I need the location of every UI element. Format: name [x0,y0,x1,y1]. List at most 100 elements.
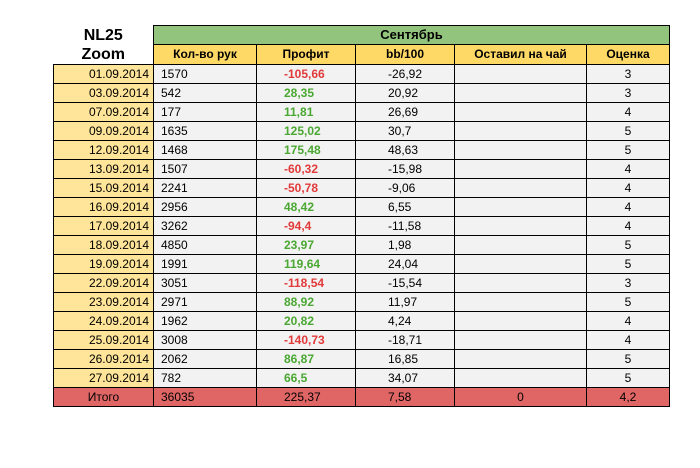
date-cell[interactable]: 26.09.2014 [53,348,154,369]
bb100-cell[interactable]: 34,07 [355,367,455,388]
grade-cell[interactable]: 3 [586,272,670,293]
col-header-tip[interactable]: Оставил на чай [454,44,587,65]
grade-cell[interactable]: 5 [586,139,670,160]
tip-cell[interactable] [454,177,587,198]
hands-cell[interactable]: 1468 [153,139,257,160]
date-cell[interactable]: 23.09.2014 [53,291,154,312]
bb100-cell[interactable]: -15,98 [355,158,455,179]
hands-cell[interactable]: 1507 [153,158,257,179]
date-cell[interactable]: 12.09.2014 [53,139,154,160]
bb100-cell[interactable]: 4,24 [355,310,455,331]
tip-cell[interactable] [454,139,587,160]
tip-cell[interactable] [454,215,587,236]
grade-cell[interactable]: 5 [586,120,670,141]
grade-cell[interactable]: 5 [586,367,670,388]
profit-cell[interactable]: 28,35 [256,82,356,103]
bb100-cell[interactable]: 24,04 [355,253,455,274]
total-grade-cell[interactable]: 4,2 [586,386,670,407]
date-cell[interactable]: 15.09.2014 [53,177,154,198]
col-header-hands[interactable]: Кол-во рук [153,44,257,65]
grade-cell[interactable]: 4 [586,158,670,179]
tip-cell[interactable] [454,82,587,103]
profit-cell[interactable]: 119,64 [256,253,356,274]
bb100-cell[interactable]: 11,97 [355,291,455,312]
grade-cell[interactable]: 3 [586,82,670,103]
total-label[interactable]: Итого [53,386,154,407]
profit-cell[interactable]: -94,4 [256,215,356,236]
bb100-cell[interactable]: 26,69 [355,101,455,122]
total-tip-cell[interactable]: 0 [454,386,587,407]
hands-cell[interactable]: 4850 [153,234,257,255]
bb100-cell[interactable]: 6,55 [355,196,455,217]
bb100-cell[interactable]: -18,71 [355,329,455,350]
profit-cell[interactable]: 23,97 [256,234,356,255]
date-cell[interactable]: 13.09.2014 [53,158,154,179]
col-header-profit[interactable]: Профит [256,44,356,65]
bb100-cell[interactable]: 1,98 [355,234,455,255]
tip-cell[interactable] [454,253,587,274]
total-bb100-cell[interactable]: 7,58 [355,386,455,407]
tip-cell[interactable] [454,196,587,217]
tip-cell[interactable] [454,367,587,388]
hands-cell[interactable]: 1635 [153,120,257,141]
grade-cell[interactable]: 5 [586,253,670,274]
tip-cell[interactable] [454,291,587,312]
date-cell[interactable]: 25.09.2014 [53,329,154,350]
hands-cell[interactable]: 2956 [153,196,257,217]
profit-cell[interactable]: -140,73 [256,329,356,350]
date-cell[interactable]: 17.09.2014 [53,215,154,236]
date-cell[interactable]: 01.09.2014 [53,63,154,84]
profit-cell[interactable]: 88,92 [256,291,356,312]
tip-cell[interactable] [454,120,587,141]
date-cell[interactable]: 24.09.2014 [53,310,154,331]
grade-cell[interactable]: 4 [586,196,670,217]
bb100-cell[interactable]: 16,85 [355,348,455,369]
date-cell[interactable]: 27.09.2014 [53,367,154,388]
hands-cell[interactable]: 3008 [153,329,257,350]
grade-cell[interactable]: 4 [586,310,670,331]
grade-cell[interactable]: 3 [586,63,670,84]
profit-cell[interactable]: -60,32 [256,158,356,179]
date-cell[interactable]: 18.09.2014 [53,234,154,255]
profit-cell[interactable]: 175,48 [256,139,356,160]
date-cell[interactable]: 09.09.2014 [53,120,154,141]
grade-cell[interactable]: 4 [586,215,670,236]
grade-cell[interactable]: 5 [586,234,670,255]
hands-cell[interactable]: 2971 [153,291,257,312]
profit-cell[interactable]: 11,81 [256,101,356,122]
date-cell[interactable]: 03.09.2014 [53,82,154,103]
hands-cell[interactable]: 782 [153,367,257,388]
bb100-cell[interactable]: 30,7 [355,120,455,141]
month-header[interactable]: Сентябрь [153,24,670,46]
hands-cell[interactable]: 177 [153,101,257,122]
tip-cell[interactable] [454,63,587,84]
total-hands-cell[interactable]: 36035 [153,386,257,407]
profit-cell[interactable]: 125,02 [256,120,356,141]
profit-cell[interactable]: 66,5 [256,367,356,388]
profit-cell[interactable]: -118,54 [256,272,356,293]
bb100-cell[interactable]: -26,92 [355,63,455,84]
hands-cell[interactable]: 3051 [153,272,257,293]
profit-cell[interactable]: 86,87 [256,348,356,369]
date-cell[interactable]: 22.09.2014 [53,272,154,293]
grade-cell[interactable]: 4 [586,101,670,122]
hands-cell[interactable]: 2062 [153,348,257,369]
tip-cell[interactable] [454,272,587,293]
bb100-cell[interactable]: -9,06 [355,177,455,198]
grade-cell[interactable]: 5 [586,291,670,312]
hands-cell[interactable]: 1962 [153,310,257,331]
tip-cell[interactable] [454,101,587,122]
profit-cell[interactable]: 20,82 [256,310,356,331]
bb100-cell[interactable]: -11,58 [355,215,455,236]
profit-cell[interactable]: 48,42 [256,196,356,217]
tip-cell[interactable] [454,348,587,369]
date-cell[interactable]: 16.09.2014 [53,196,154,217]
total-profit-cell[interactable]: 225,37 [256,386,356,407]
date-cell[interactable]: 07.09.2014 [53,101,154,122]
bb100-cell[interactable]: 20,92 [355,82,455,103]
tip-cell[interactable] [454,329,587,350]
hands-cell[interactable]: 2241 [153,177,257,198]
grade-cell[interactable]: 5 [586,348,670,369]
bb100-cell[interactable]: -15,54 [355,272,455,293]
hands-cell[interactable]: 1570 [153,63,257,84]
